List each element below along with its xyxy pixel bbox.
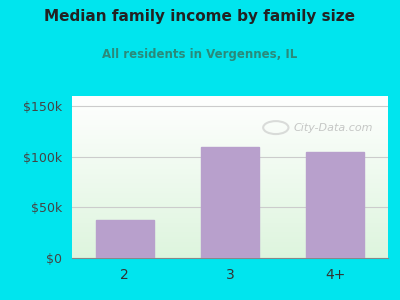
Bar [201, 147, 259, 258]
Bar [96, 220, 154, 258]
Text: City-Data.com: City-Data.com [293, 123, 373, 134]
Text: All residents in Vergennes, IL: All residents in Vergennes, IL [102, 48, 298, 61]
Text: Median family income by family size: Median family income by family size [44, 9, 356, 24]
Bar [306, 152, 364, 258]
